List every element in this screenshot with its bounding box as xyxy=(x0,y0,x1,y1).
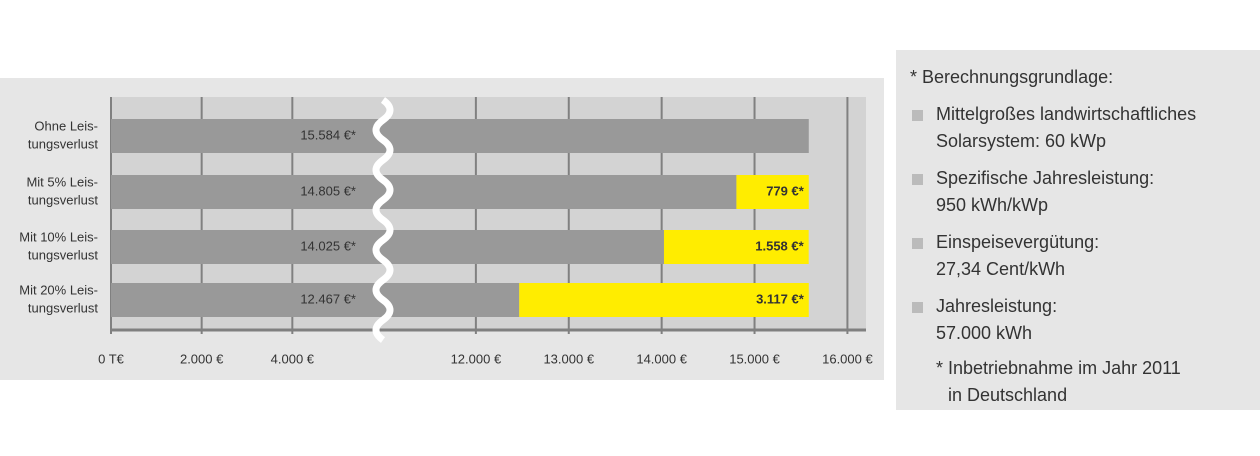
note-item: Jahresleistung: 57.000 kWh xyxy=(910,293,1260,347)
category-label: tungsverlust xyxy=(28,300,98,315)
category-label: Mit 10% Leis- xyxy=(19,229,98,244)
note-line: Einspeisevergütung: xyxy=(936,232,1100,252)
bar xyxy=(663,230,809,264)
x-tick-label: 4.000 € xyxy=(271,351,315,366)
notes-panel: * Berechnungsgrundlage: Mittelgroßes lan… xyxy=(896,50,1260,410)
category-label: tungsverlust xyxy=(28,247,98,262)
footnote-line: * Inbetriebnahme im Jahr 2011 xyxy=(936,358,1181,378)
value-label: 1.558 €* xyxy=(755,238,804,253)
category-label: Ohne Leis- xyxy=(34,118,98,133)
x-tick-label: 16.000 € xyxy=(822,351,873,366)
chart: 0 T€ 2.000 € 4.000 € 12.000 € 13.000 € 14.000… xyxy=(0,78,884,380)
note-line: 27,34 Cent/kWh xyxy=(936,259,1066,279)
note-line: 950 kWh/kWp xyxy=(936,195,1049,215)
footnote-line: in Deutschland xyxy=(948,385,1068,405)
category-label: Mit 20% Leis- xyxy=(19,282,98,297)
category-label: tungsverlust xyxy=(28,192,98,207)
note-item: Einspeisevergütung: 27,34 Cent/kWh xyxy=(910,229,1260,283)
value-label: 14.025 €* xyxy=(300,238,356,253)
x-tick-label: 0 T€ xyxy=(98,351,125,366)
category-label: tungsverlust xyxy=(28,136,98,151)
value-label: 12.467 €* xyxy=(300,291,356,306)
value-label: 14.805 €* xyxy=(300,183,356,198)
axis-break xyxy=(372,97,394,343)
bar xyxy=(111,283,520,317)
bar xyxy=(111,119,809,153)
note-line: Jahresleistung: xyxy=(936,296,1058,316)
note-item: Spezifische Jahresleistung: 950 kWh/kWp xyxy=(910,165,1260,219)
x-tick-label: 15.000 € xyxy=(729,351,780,366)
note-item: Mittelgroßes landwirtschaftliches Solarsy… xyxy=(910,101,1260,155)
x-tick-label: 13.000 € xyxy=(543,351,594,366)
bar xyxy=(111,175,737,209)
note-line: Mittelgroßes landwirtschaftliches xyxy=(936,104,1197,124)
x-tick-label: 12.000 € xyxy=(451,351,502,366)
footnote: * Inbetriebnahme im Jahr 2011 in Deutschl… xyxy=(910,355,1260,409)
value-label: 3.117 €* xyxy=(756,291,805,306)
notes-title: * Berechnungsgrundlage: xyxy=(910,67,1114,87)
bar xyxy=(736,175,809,209)
bar xyxy=(519,283,809,317)
note-line: 57.000 kWh xyxy=(936,323,1033,343)
category-label: Mit 5% Leis- xyxy=(26,174,98,189)
note-line: Solarsystem: 60 kWp xyxy=(936,131,1107,151)
x-tick-label: 14.000 € xyxy=(636,351,687,366)
value-label: 15.584 €* xyxy=(300,127,356,142)
x-tick-label: 2.000 € xyxy=(180,351,224,366)
value-label: 779 €* xyxy=(766,183,805,198)
note-line: Spezifische Jahresleistung: xyxy=(936,168,1155,188)
